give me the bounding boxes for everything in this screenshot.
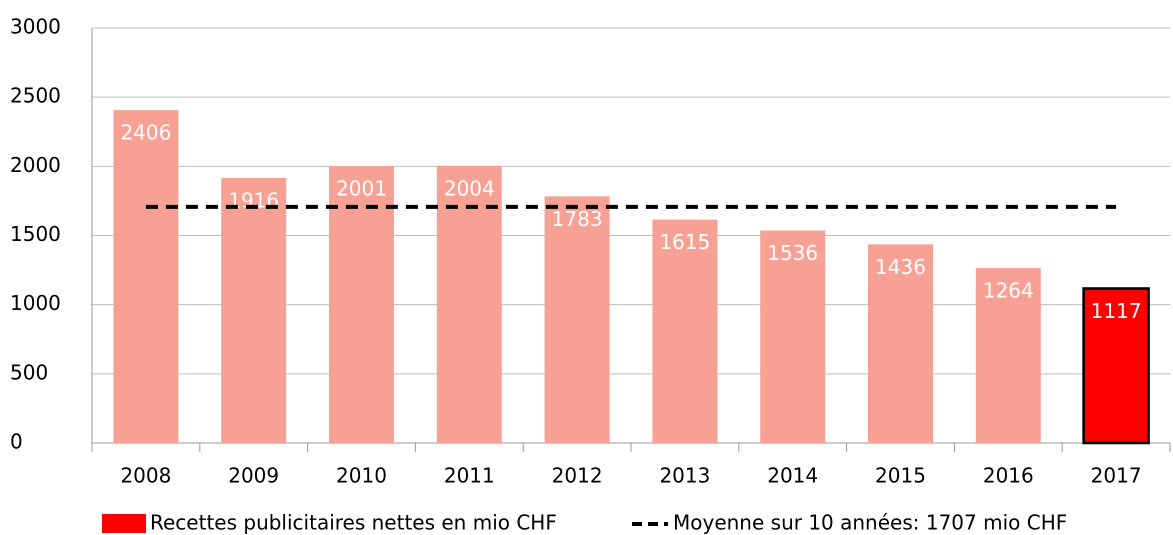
legend-label: Recettes publicitaires nettes en mio CHF: [150, 511, 557, 535]
legend-label: Moyenne sur 10 années: 1707 mio CHF: [673, 511, 1067, 535]
legend-swatch: [102, 514, 146, 533]
y-tick-label: 2000: [10, 153, 61, 177]
value-label: 1436: [875, 255, 926, 279]
y-tick-label: 0: [10, 430, 23, 454]
value-label: 1783: [552, 207, 603, 231]
bar: [868, 244, 933, 443]
y-tick-label: 3000: [10, 15, 61, 39]
x-tick-label: 2017: [1091, 464, 1142, 488]
x-tick-label: 2008: [120, 464, 171, 488]
y-tick-label: 1000: [10, 291, 61, 315]
bar: [1082, 287, 1150, 445]
bar: [221, 177, 287, 443]
y-tick-label: 500: [10, 360, 48, 384]
x-tick-label: 2016: [983, 464, 1034, 488]
x-tick-label: 2009: [228, 464, 279, 488]
value-label: 2001: [336, 177, 387, 201]
bar: [436, 165, 502, 443]
bar: [975, 268, 1041, 443]
x-tick-label: 2014: [767, 464, 818, 488]
bar: [652, 219, 718, 443]
bar: [760, 230, 826, 443]
value-label: 1536: [767, 241, 818, 265]
y-tick-label: 1500: [10, 222, 61, 246]
x-tick-label: 2013: [659, 464, 710, 488]
value-label: 2406: [120, 121, 171, 145]
x-tick-label: 2015: [875, 464, 926, 488]
bar: [329, 166, 394, 443]
value-label: 1117: [1091, 299, 1142, 323]
x-tick-label: 2010: [336, 464, 387, 488]
y-tick-label: 2500: [10, 84, 61, 108]
value-label: 1264: [983, 279, 1034, 303]
x-tick-label: 2011: [444, 464, 495, 488]
value-label: 2004: [444, 176, 495, 200]
x-tick-label: 2012: [552, 464, 603, 488]
bar: [113, 110, 179, 444]
value-label: 1615: [659, 230, 710, 254]
bar: [544, 196, 610, 443]
